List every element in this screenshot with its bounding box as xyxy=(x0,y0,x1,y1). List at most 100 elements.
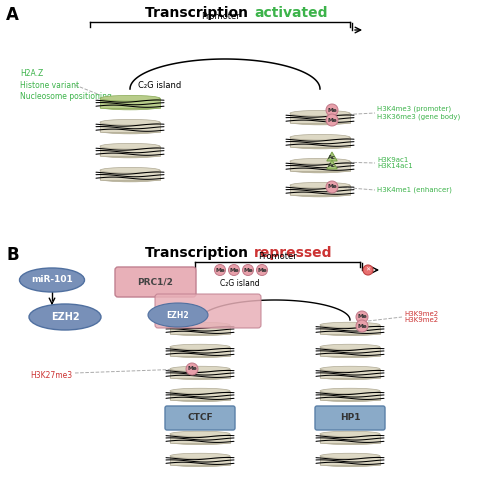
Circle shape xyxy=(326,104,338,116)
Circle shape xyxy=(326,114,338,126)
Ellipse shape xyxy=(100,144,160,149)
Bar xyxy=(100,98,160,108)
Text: Me: Me xyxy=(257,267,267,273)
Ellipse shape xyxy=(320,461,380,467)
Ellipse shape xyxy=(148,303,208,327)
Circle shape xyxy=(228,264,239,276)
Ellipse shape xyxy=(290,119,350,125)
Text: Me: Me xyxy=(327,118,337,122)
Ellipse shape xyxy=(100,128,160,134)
Text: Ac: Ac xyxy=(328,155,336,160)
Ellipse shape xyxy=(320,431,380,437)
Ellipse shape xyxy=(29,304,101,330)
Text: A: A xyxy=(6,6,19,24)
Text: PRC1/2: PRC1/2 xyxy=(137,277,173,287)
Ellipse shape xyxy=(320,366,380,372)
Ellipse shape xyxy=(170,431,230,437)
Ellipse shape xyxy=(170,330,230,336)
Text: C₂G island: C₂G island xyxy=(138,81,181,90)
Text: EZH2: EZH2 xyxy=(50,312,80,322)
Bar xyxy=(100,122,160,132)
Text: H3K27me3: H3K27me3 xyxy=(30,372,72,381)
Text: Me: Me xyxy=(327,108,337,112)
Ellipse shape xyxy=(100,96,160,101)
Bar xyxy=(170,391,230,400)
Text: Ac: Ac xyxy=(328,163,336,168)
Ellipse shape xyxy=(170,344,230,349)
Ellipse shape xyxy=(320,388,380,394)
Bar xyxy=(290,137,350,147)
Text: activated: activated xyxy=(254,6,328,20)
Ellipse shape xyxy=(170,453,230,458)
Ellipse shape xyxy=(170,322,230,327)
Ellipse shape xyxy=(320,330,380,336)
Text: H3K4me1 (enhancer): H3K4me1 (enhancer) xyxy=(377,187,452,193)
FancyBboxPatch shape xyxy=(165,406,235,430)
Circle shape xyxy=(186,363,198,375)
Ellipse shape xyxy=(170,352,230,358)
Text: Promoter: Promoter xyxy=(200,12,239,21)
Bar xyxy=(290,161,350,171)
Ellipse shape xyxy=(170,439,230,444)
Ellipse shape xyxy=(320,396,380,402)
Text: Me: Me xyxy=(357,314,367,320)
Ellipse shape xyxy=(320,322,380,327)
Ellipse shape xyxy=(290,143,350,149)
Circle shape xyxy=(326,181,338,193)
FancyBboxPatch shape xyxy=(315,406,385,430)
Bar xyxy=(100,146,160,156)
Text: H3K9ac1
H3K14ac1: H3K9ac1 H3K14ac1 xyxy=(377,156,413,169)
Ellipse shape xyxy=(290,110,350,116)
Ellipse shape xyxy=(320,439,380,444)
Ellipse shape xyxy=(20,268,84,292)
FancyBboxPatch shape xyxy=(155,294,261,328)
Text: Transcription: Transcription xyxy=(145,246,253,260)
Ellipse shape xyxy=(100,176,160,182)
Text: H3K9me2
H3K9me2: H3K9me2 H3K9me2 xyxy=(404,311,438,324)
Text: C₂G island: C₂G island xyxy=(220,279,260,288)
Circle shape xyxy=(363,265,373,275)
Text: H2A.Z
Histone variant
Nucleosome positioning: H2A.Z Histone variant Nucleosome positio… xyxy=(20,69,112,101)
Circle shape xyxy=(356,320,368,332)
Text: Me: Me xyxy=(187,367,197,372)
Ellipse shape xyxy=(170,396,230,402)
Bar xyxy=(290,113,350,123)
Text: repressed: repressed xyxy=(254,246,332,260)
Text: EZH2: EZH2 xyxy=(166,311,190,320)
Text: ✕: ✕ xyxy=(366,267,370,273)
Bar xyxy=(320,369,380,378)
Text: Me: Me xyxy=(215,267,225,273)
Bar xyxy=(170,325,230,334)
Ellipse shape xyxy=(320,374,380,380)
Ellipse shape xyxy=(290,191,350,197)
Ellipse shape xyxy=(170,461,230,467)
Ellipse shape xyxy=(170,366,230,372)
Bar xyxy=(170,369,230,378)
Text: Me: Me xyxy=(229,267,239,273)
Text: Transcription: Transcription xyxy=(145,6,253,20)
Bar xyxy=(320,434,380,443)
Bar xyxy=(320,347,380,356)
Text: H3K4me3 (promoter)
H3K36me3 (gene body): H3K4me3 (promoter) H3K36me3 (gene body) xyxy=(377,106,460,120)
Text: B: B xyxy=(6,246,18,264)
Text: CTCF: CTCF xyxy=(187,413,213,422)
Bar xyxy=(320,391,380,400)
Ellipse shape xyxy=(170,388,230,394)
Circle shape xyxy=(214,264,226,276)
Text: Me: Me xyxy=(327,184,337,190)
Circle shape xyxy=(242,264,254,276)
Bar xyxy=(290,185,350,195)
Bar xyxy=(170,347,230,356)
Bar xyxy=(320,456,380,465)
Bar xyxy=(170,456,230,465)
Text: Promoter: Promoter xyxy=(258,252,297,261)
Text: Me: Me xyxy=(243,267,253,273)
Circle shape xyxy=(356,311,368,323)
Ellipse shape xyxy=(290,134,350,140)
Bar xyxy=(100,170,160,180)
Ellipse shape xyxy=(290,182,350,188)
Ellipse shape xyxy=(170,374,230,380)
Text: miR-101: miR-101 xyxy=(31,276,73,285)
Text: HP1: HP1 xyxy=(340,413,360,422)
Ellipse shape xyxy=(100,152,160,158)
